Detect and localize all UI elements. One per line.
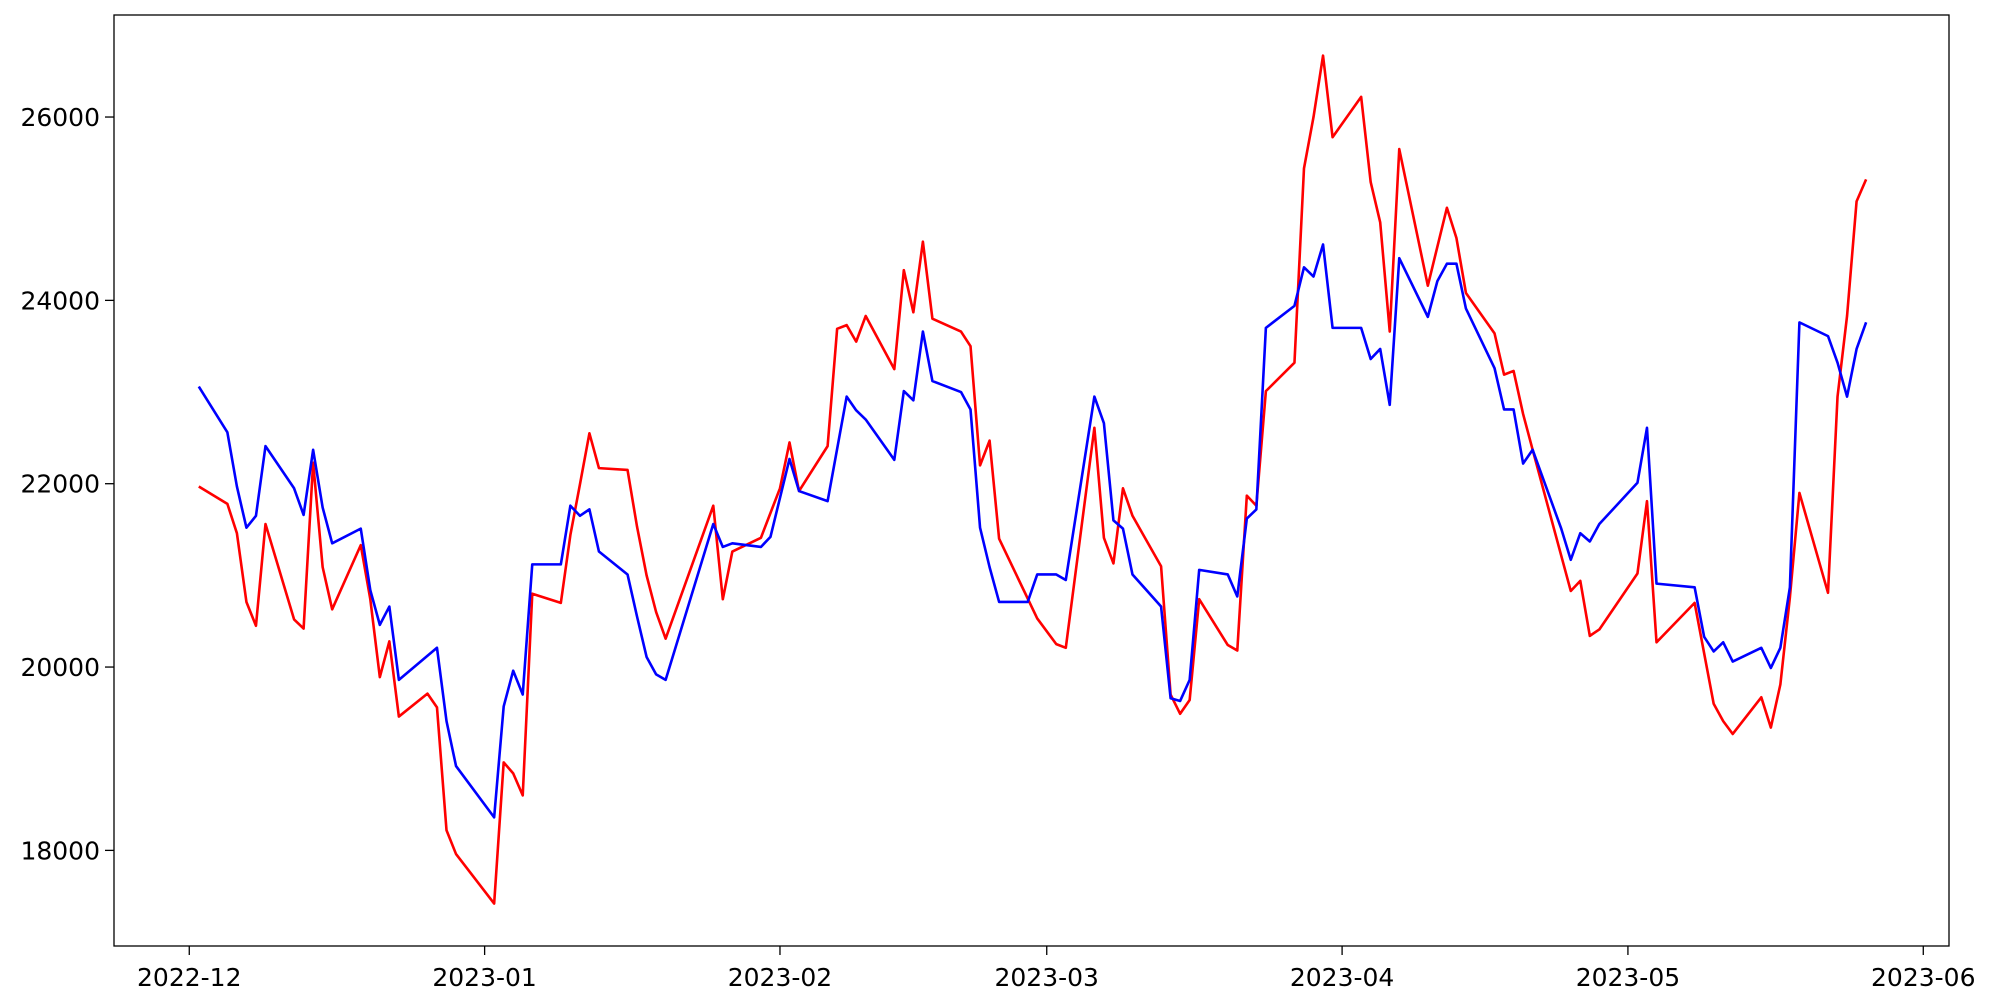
x-tick-label: 2023-03	[995, 963, 1099, 992]
y-tick-label: 20000	[20, 653, 100, 682]
x-tick-label: 2023-01	[432, 963, 536, 992]
x-tick-label: 2023-05	[1576, 963, 1680, 992]
x-tick-label: 2023-04	[1290, 963, 1394, 992]
y-tick-label: 22000	[20, 470, 100, 499]
x-tick-label: 2022-12	[137, 963, 241, 992]
x-tick-label: 2023-06	[1871, 963, 1975, 992]
y-tick-label: 26000	[20, 103, 100, 132]
line-series	[197, 243, 1868, 819]
y-tick-label: 24000	[20, 286, 100, 315]
x-tick-label: 2023-02	[728, 963, 832, 992]
plot-frame	[113, 14, 1950, 947]
line-series	[198, 54, 1868, 905]
y-tick-label: 18000	[20, 836, 100, 865]
